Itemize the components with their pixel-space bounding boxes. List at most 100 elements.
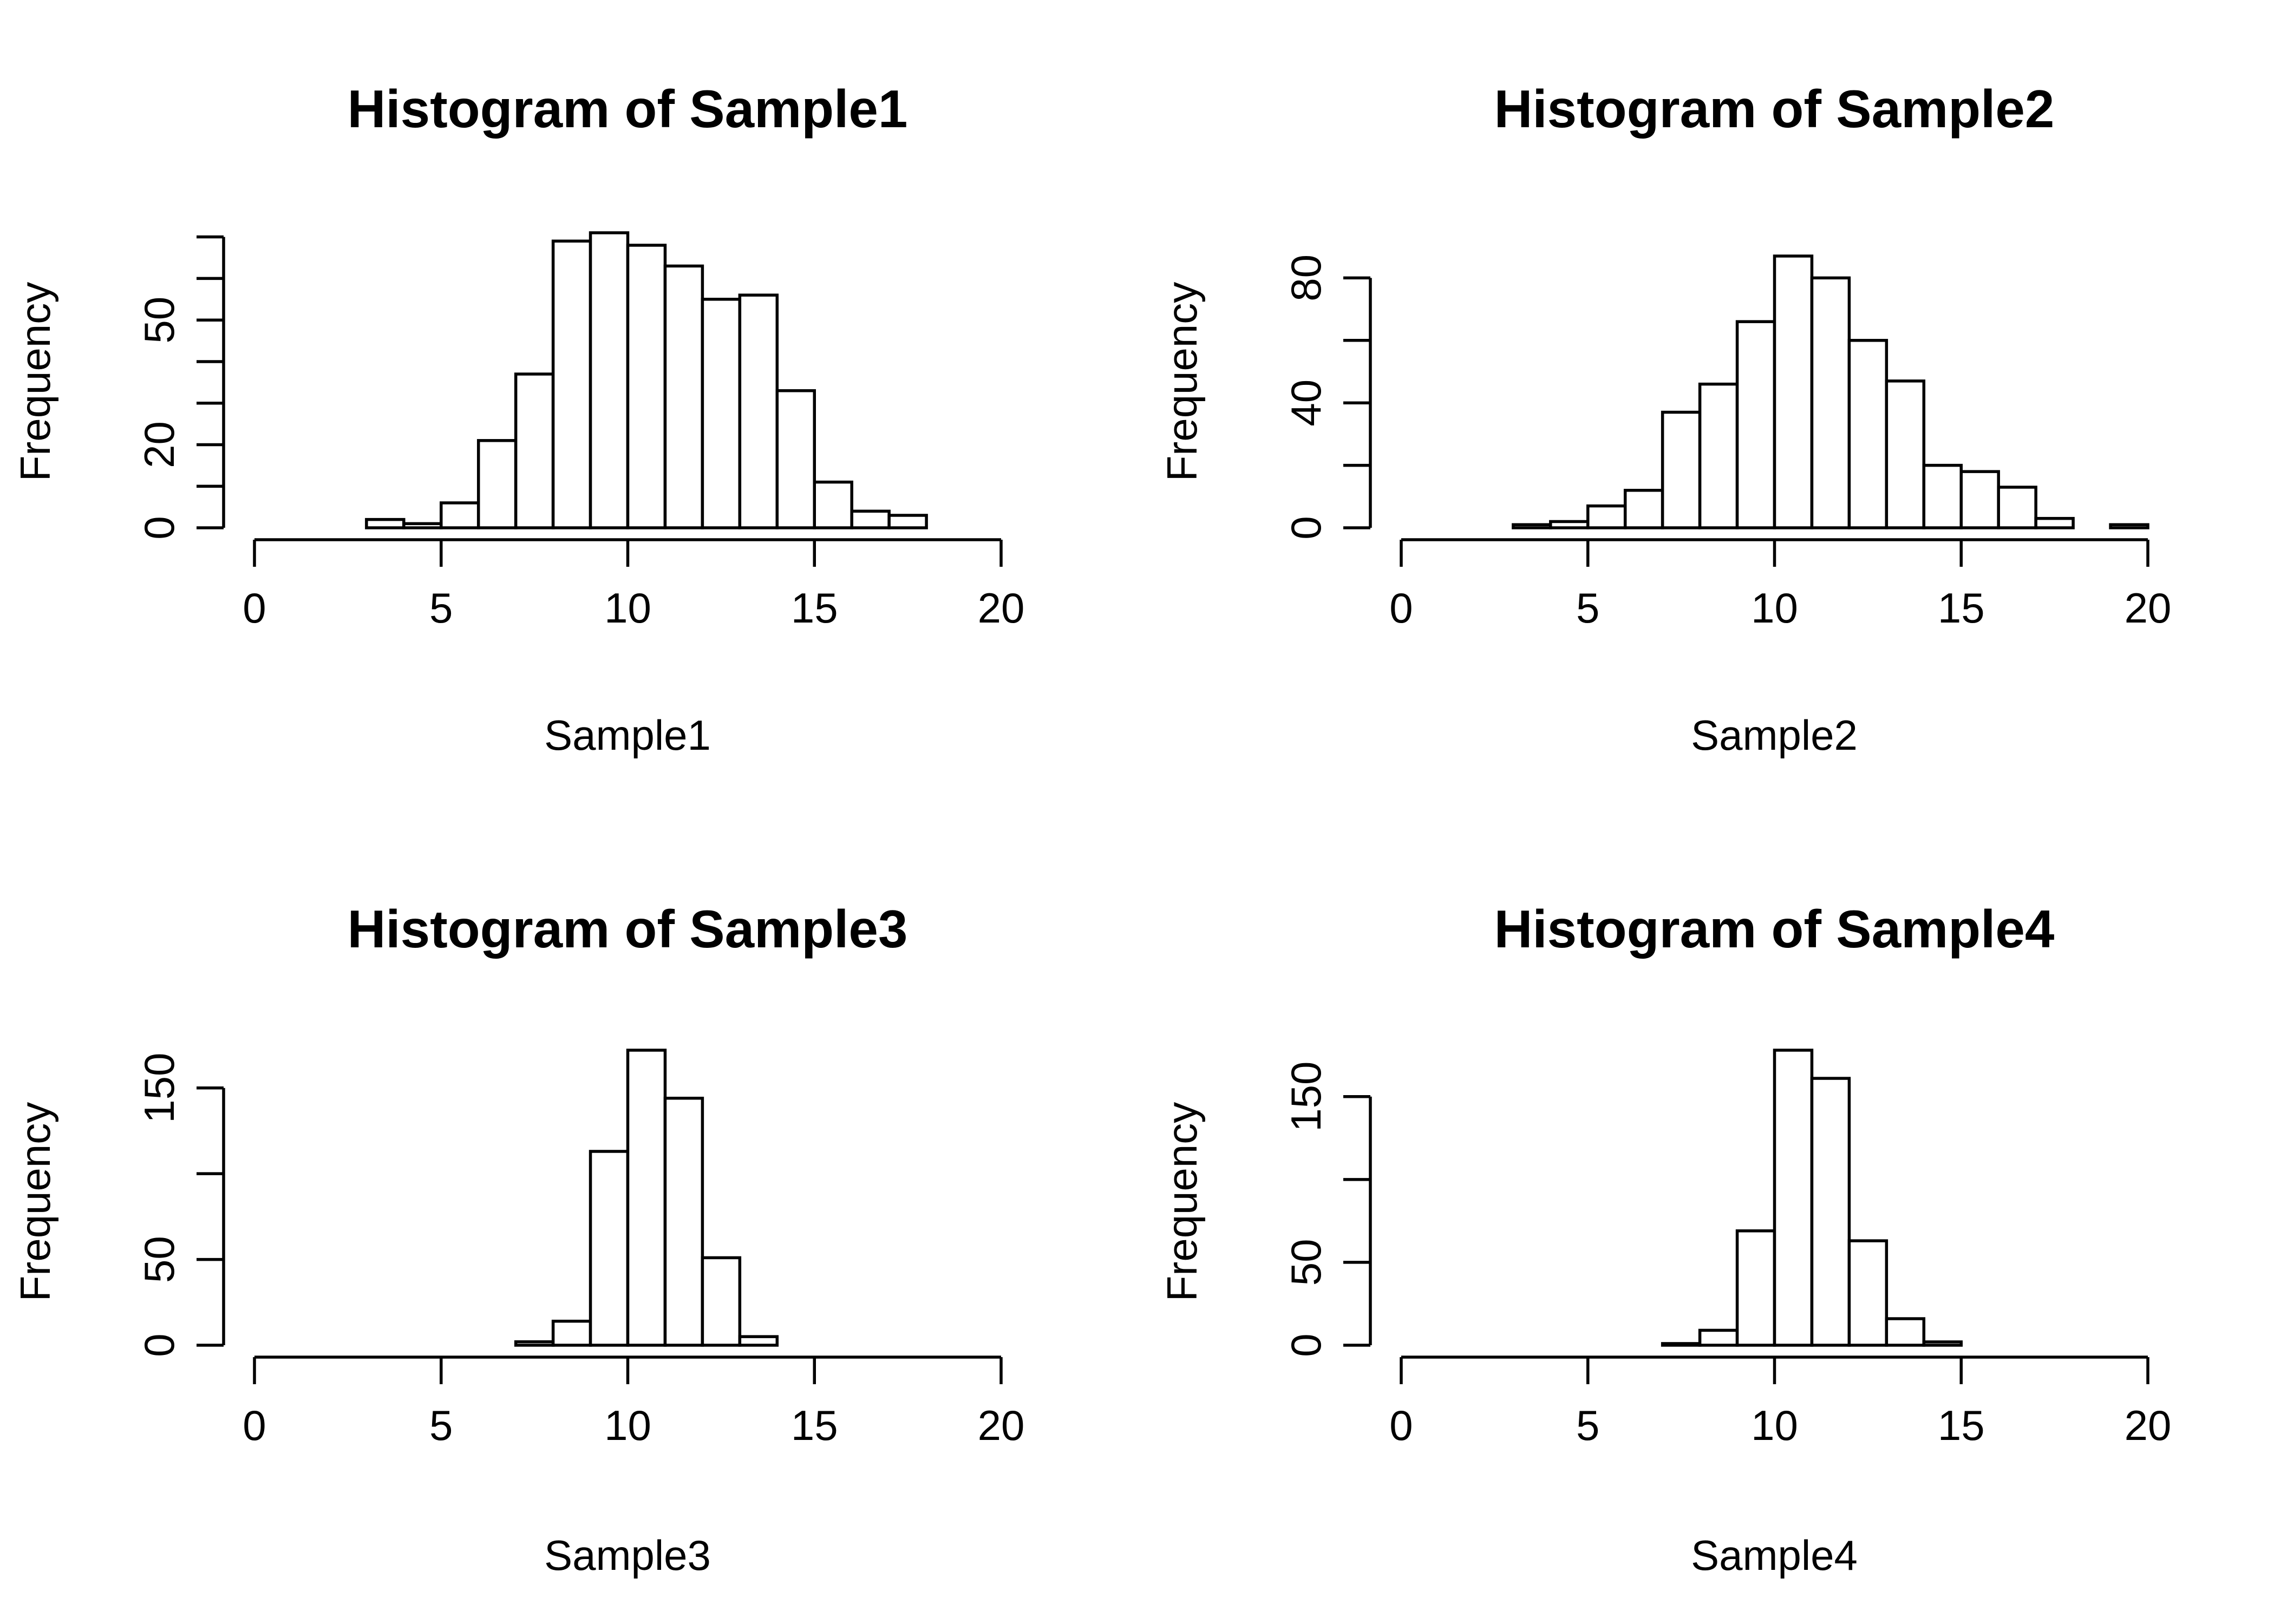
histogram-bar [1586, 504, 1627, 529]
histogram-bar [626, 1049, 667, 1347]
axes-group: 0 5 10 15 20 0 50 150 [1282, 1062, 2171, 1449]
panel-title: Histogram of Sample4 [1494, 899, 2055, 959]
histogram-bar [1661, 1342, 1702, 1347]
x-tick-label: 0 [243, 584, 266, 632]
histogram-bar [1885, 1317, 1926, 1347]
x-tick-label: 15 [791, 584, 838, 632]
panel-sample3: Histogram of Sample3 Sample3 Frequency 0… [11, 899, 1024, 1579]
histogram-bar [2034, 516, 2075, 529]
panel-title: Histogram of Sample3 [348, 899, 908, 959]
histogram-bar [551, 1319, 592, 1347]
y-tick-label: 50 [1282, 1239, 1330, 1286]
x-tick-label: 5 [1576, 1402, 1599, 1449]
bar-group [365, 231, 928, 529]
histogram-bar [1773, 1049, 1814, 1347]
histogram-bar [850, 509, 891, 529]
histogram-bar [1810, 276, 1851, 529]
x-tick-label: 20 [978, 1402, 1025, 1449]
y-axis-label: Frequency [11, 282, 59, 482]
histogram-bar [589, 231, 630, 529]
x-axis-label: Sample4 [1691, 1531, 1858, 1579]
y-tick-label: 150 [135, 1053, 183, 1123]
y-tick-label: 0 [135, 1333, 183, 1357]
x-tick-label: 15 [1938, 584, 1985, 632]
histogram-bar [589, 1150, 630, 1347]
histogram-bar [551, 239, 592, 529]
x-tick-label: 20 [2125, 584, 2172, 632]
y-tick-label: 50 [135, 297, 183, 344]
x-tick-label: 5 [1576, 584, 1599, 632]
y-tick-label: 0 [1282, 1333, 1330, 1357]
axes-group: 0 5 10 15 20 0 40 80 [1282, 254, 2171, 632]
bar-group [1512, 254, 2149, 529]
histogram-bar [440, 501, 480, 529]
x-tick-label: 5 [429, 584, 453, 632]
bar-group [1661, 1049, 1963, 1347]
panel-title: Histogram of Sample2 [1494, 79, 2055, 139]
histogram-bar [1661, 410, 1702, 529]
y-tick-label: 0 [135, 516, 183, 539]
histogram-bar [1773, 254, 1814, 529]
histogram-bar [663, 264, 704, 529]
axes-group: 0 5 10 15 20 0 50 150 [135, 1053, 1024, 1449]
histogram-bar [626, 244, 667, 529]
x-tick-label: 20 [978, 584, 1025, 632]
histogram-bar [402, 522, 443, 529]
x-tick-label: 5 [429, 1402, 453, 1449]
histogram-bar [1847, 339, 1889, 529]
panel-sample2: Histogram of Sample2 Sample2 Frequency 0… [1158, 79, 2171, 759]
histogram-bar [813, 480, 853, 529]
y-axis-label: Frequency [11, 1102, 59, 1302]
x-tick-label: 0 [1389, 1402, 1413, 1449]
histogram-bar [738, 293, 779, 529]
histogram-bar [514, 1340, 555, 1347]
histogram-bar [2109, 523, 2149, 529]
x-axis-label: Sample1 [544, 711, 711, 759]
axes-group: 0 5 10 15 20 0 20 50 [135, 235, 1025, 632]
y-tick-label: 150 [1282, 1062, 1330, 1132]
y-tick-label: 50 [135, 1236, 183, 1283]
histogram-bar [1512, 523, 1552, 529]
histogram-bar [365, 518, 406, 529]
x-tick-label: 15 [791, 1402, 838, 1449]
x-tick-label: 0 [1389, 584, 1413, 632]
panel-sample4: Histogram of Sample4 Sample4 Frequency 0… [1158, 899, 2171, 1579]
y-tick-label: 80 [1282, 254, 1330, 302]
histogram-bar [1698, 1328, 1739, 1347]
histogram-bar [1997, 486, 2037, 529]
x-tick-label: 0 [243, 1402, 266, 1449]
histogram-bar [701, 1256, 742, 1347]
histogram-bar [1549, 520, 1590, 529]
histogram-bar [1698, 382, 1739, 529]
x-tick-label: 10 [1751, 1402, 1798, 1449]
x-axis-label: Sample2 [1691, 711, 1858, 759]
histogram-bar [1922, 463, 1963, 529]
histogram-bar [701, 298, 742, 529]
y-tick-label: 20 [135, 421, 183, 468]
x-tick-label: 10 [604, 584, 651, 632]
histogram-bar [775, 389, 816, 529]
y-axis-label: Frequency [1158, 1102, 1206, 1302]
histogram-bar [738, 1335, 779, 1347]
bar-group [514, 1049, 779, 1347]
x-tick-label: 10 [604, 1402, 651, 1449]
histogram-bar [1885, 379, 1926, 529]
histogram-bar [1810, 1077, 1851, 1347]
histogram-bar [1922, 1340, 1963, 1347]
histogram-bar [1959, 470, 2000, 529]
x-tick-label: 10 [1751, 584, 1798, 632]
y-tick-label: 0 [1282, 516, 1330, 539]
histogram-bar [1623, 489, 1664, 529]
panel-sample1: Histogram of Sample1 Sample1 Frequency 0… [11, 79, 1024, 759]
x-tick-label: 20 [2125, 1402, 2172, 1449]
x-tick-label: 15 [1938, 1402, 1985, 1449]
histogram-bar [887, 514, 928, 529]
histogram-bar [514, 372, 555, 529]
x-axis-label: Sample3 [544, 1531, 711, 1579]
histogram-bar [476, 439, 518, 529]
histogram-bar [1847, 1239, 1889, 1347]
panel-title: Histogram of Sample1 [348, 79, 908, 139]
histogram-bar [1735, 1229, 1776, 1347]
